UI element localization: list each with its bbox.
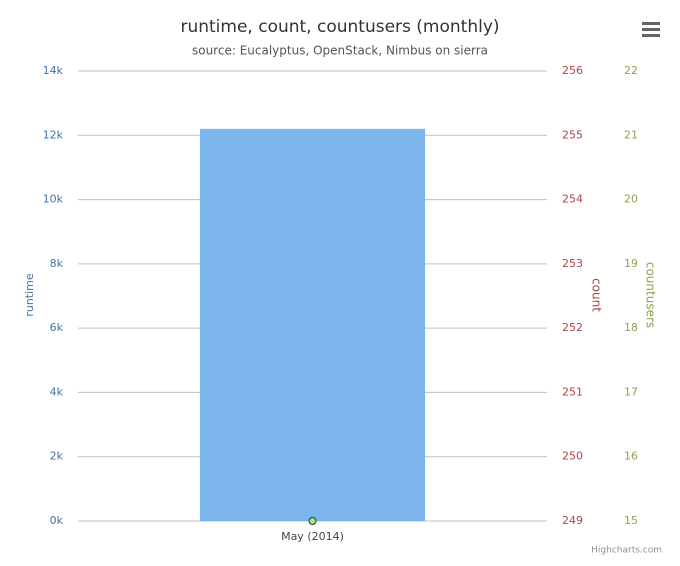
bar — [199, 128, 426, 521]
x-tick-label: May (2014) — [281, 530, 344, 543]
y2-tick-label: 255 — [562, 128, 583, 141]
menu-bar — [642, 34, 660, 37]
y-axis-title: runtime — [23, 273, 36, 317]
y3-tick-label: 17 — [624, 385, 638, 398]
y3-tick-label: 21 — [624, 128, 638, 141]
menu-bar — [642, 28, 660, 31]
y3-tick-label: 20 — [624, 193, 638, 206]
chart-subtitle: source: Eucalyptus, OpenStack, Nimbus on… — [192, 44, 488, 58]
y3-tick-label: 18 — [624, 321, 638, 334]
y2-tick-label: 256 — [562, 64, 583, 77]
y2-tick-label: 252 — [562, 321, 583, 334]
y2-tick-label: 253 — [562, 257, 583, 270]
y-tick-label: 14k — [43, 64, 64, 77]
y-tick-label: 12k — [43, 128, 64, 141]
menu-bar — [642, 22, 660, 25]
y2-tick-label: 251 — [562, 385, 583, 398]
y2-tick-label: 249 — [562, 514, 583, 527]
point — [308, 517, 317, 525]
y2-tick-label: 254 — [562, 193, 583, 206]
y-tick-label: 2k — [50, 450, 64, 463]
y-tick-label: 0k — [50, 514, 64, 527]
y-tick-label: 10k — [43, 193, 64, 206]
y-tick-label: 8k — [50, 257, 64, 270]
y3-axis-title: countusers — [644, 262, 658, 328]
y3-tick-label: 15 — [624, 514, 638, 527]
y2-axis-title: count — [590, 278, 604, 312]
y3-tick-label: 22 — [624, 64, 638, 77]
menu-button[interactable] — [642, 22, 660, 37]
y3-tick-label: 16 — [624, 450, 638, 463]
y-tick-label: 6k — [50, 321, 64, 334]
credits[interactable]: Highcharts.com — [591, 546, 662, 556]
y3-tick-label: 19 — [624, 257, 638, 270]
chart-title: runtime, count, countusers (monthly) — [180, 17, 499, 37]
y2-tick-label: 250 — [562, 450, 583, 463]
y-tick-label: 4k — [50, 385, 64, 398]
